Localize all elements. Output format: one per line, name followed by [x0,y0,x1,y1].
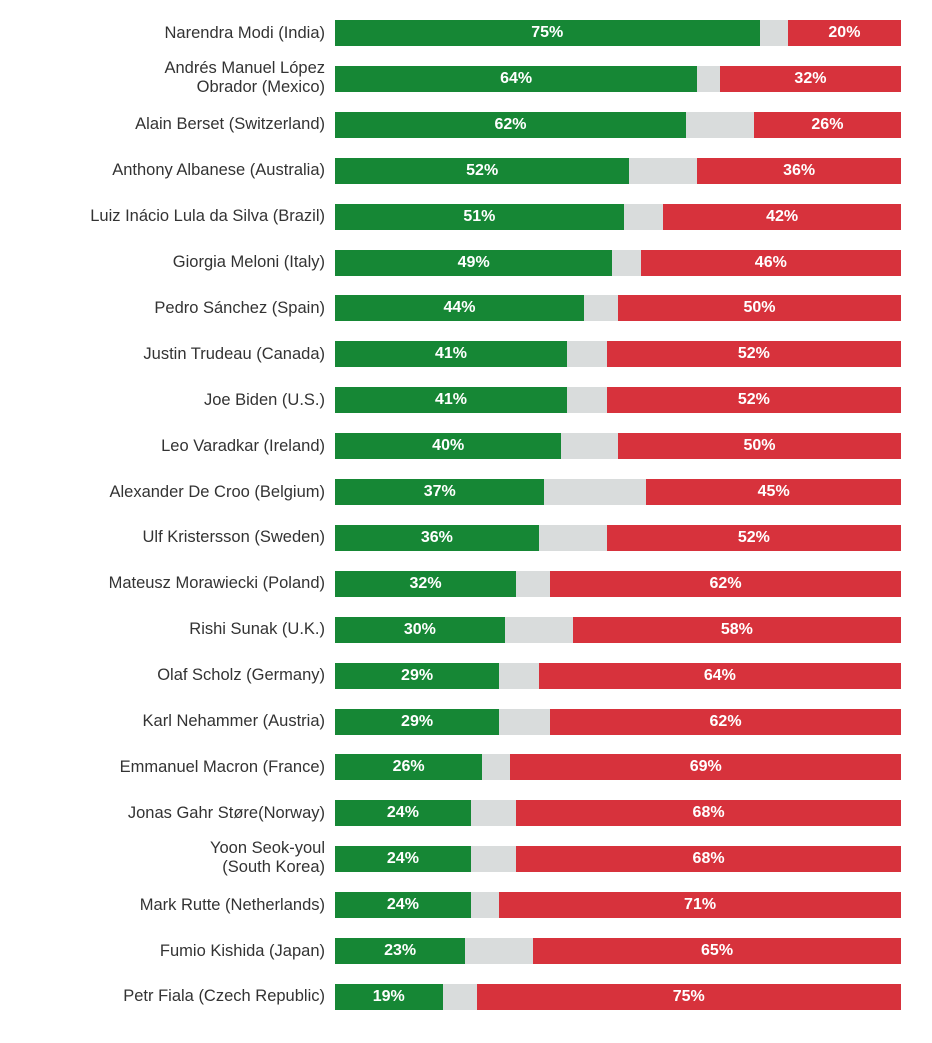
disapprove-bar: 26% [753,111,901,138]
bar-row: 75% 20% [335,20,901,46]
disapprove-bar: 68% [516,800,901,827]
bar-row: 64% 32% [335,65,901,92]
disapprove-bar: 20% [787,20,901,46]
category-label: Karl Nehammer (Austria) [142,712,325,730]
bar-row: 24% 68% [335,800,901,827]
approve-bar: 64% [335,65,698,92]
category-label: Ulf Kristersson (Sweden) [142,528,325,547]
disapprove-bar: 52% [606,387,901,414]
bar-row: 40% 50% [335,433,901,460]
approve-bar: 37% [335,479,545,505]
approve-bar: 29% [335,662,500,689]
approve-bar: 32% [335,570,517,597]
category-label: Olaf Scholz (Germany) [157,666,325,685]
bar-row: 51% 42% [335,203,901,230]
disapprove-bar: 50% [618,433,901,460]
bar-row: 29% 64% [335,662,901,689]
bar-row: 19% 75% [335,983,901,1010]
approve-bar: 51% [335,203,624,230]
category-label: Alain Berset (Switzerland) [135,115,325,134]
bar-row: 52% 36% [335,157,901,184]
category-label: Petr Fiala (Czech Republic) [123,987,325,1006]
bar-row: 41% 52% [335,341,901,368]
approve-bar: 36% [335,524,539,551]
bar-row: 24% 68% [335,846,901,873]
disapprove-bar: 36% [697,157,901,184]
approve-bar: 24% [335,846,471,873]
approve-bar: 40% [335,433,562,460]
bar-row: 41% 52% [335,387,901,414]
category-label: Giorgia Meloni (Italy) [172,253,325,271]
disapprove-bar: 46% [640,249,901,276]
category-label: Pedro Sánchez (Spain) [154,298,325,317]
disapprove-bar: 45% [646,479,901,505]
disapprove-bar: 69% [510,754,901,781]
bar-row: 44% 50% [335,295,901,322]
bar-row: 30% 58% [335,616,901,643]
bar-row: 26% 69% [335,754,901,781]
bar-row: 49% 46% [335,249,901,276]
category-label: Emmanuel Macron (France) [119,757,325,776]
approve-bar: 41% [335,341,568,368]
disapprove-bar: 62% [550,708,901,735]
category-label: Joe Biden (U.S.) [203,390,325,409]
approve-bar: 62% [335,111,686,138]
approve-bar: 30% [335,616,505,643]
approve-bar: 52% [335,157,630,184]
category-label: Alexander De Croo (Belgium) [109,482,325,501]
bar-row: 32% 62% [335,570,901,597]
approve-bar: 75% [335,20,760,46]
category-label: Narendra Modi (India) [164,23,326,42]
disapprove-bar: 32% [719,65,901,92]
bar-row: 24% 71% [335,892,901,919]
disapprove-bar: 58% [572,616,901,643]
approve-bar: 41% [335,387,568,414]
approve-bar: 44% [335,295,585,322]
category-label: Andrés Manuel López Obrador (Mexico) [164,58,325,96]
category-label: Mateusz Morawiecki (Poland) [108,574,325,593]
category-label: Fumio Kishida (Japan) [159,941,325,960]
disapprove-bar: 42% [663,203,901,230]
approve-bar: 19% [335,983,443,1010]
disapprove-bar: 75% [476,983,901,1010]
category-label: Yoon Seok-youl (South Korea) [210,839,325,877]
approve-bar: 23% [335,938,466,964]
disapprove-bar: 52% [606,341,901,368]
category-label: Luiz Inácio Lula da Silva (Brazil) [90,207,325,226]
approve-bar: 49% [335,249,613,276]
category-label: Justin Trudeau (Canada) [143,344,325,363]
disapprove-bar: 64% [538,662,901,689]
disapprove-bar: 62% [550,570,901,597]
category-label: Leo Varadkar (Ireland) [161,436,325,455]
disapprove-bar: 68% [516,846,901,873]
category-label: Mark Rutte (Netherlands) [139,895,325,914]
approve-bar: 24% [335,800,471,827]
bar-row: 23% 65% [335,938,901,964]
disapprove-bar: 65% [533,938,901,964]
approve-bar: 24% [335,892,471,919]
bar-row: 37% 45% [335,479,901,505]
bar-row: 29% 62% [335,708,901,735]
bar-row: 62% 26% [335,111,901,138]
approve-bar: 26% [335,754,483,781]
bar-row: 36% 52% [335,524,901,551]
category-label: Rishi Sunak (U.K.) [189,620,325,639]
approve-bar: 29% [335,708,500,735]
disapprove-bar: 50% [618,295,901,322]
disapprove-bar: 71% [499,892,901,919]
category-label: Anthony Albanese (Australia) [112,161,325,180]
category-label: Jonas Gahr Støre(Norway) [127,803,325,822]
disapprove-bar: 52% [606,524,901,551]
